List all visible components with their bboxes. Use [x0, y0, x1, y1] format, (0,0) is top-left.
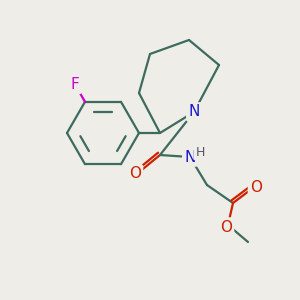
Text: O: O — [220, 220, 232, 235]
Text: O: O — [250, 179, 262, 194]
Text: F: F — [70, 77, 80, 92]
Text: N: N — [188, 104, 200, 119]
Text: H: H — [195, 146, 205, 158]
Text: N: N — [184, 149, 196, 164]
Text: O: O — [129, 167, 141, 182]
